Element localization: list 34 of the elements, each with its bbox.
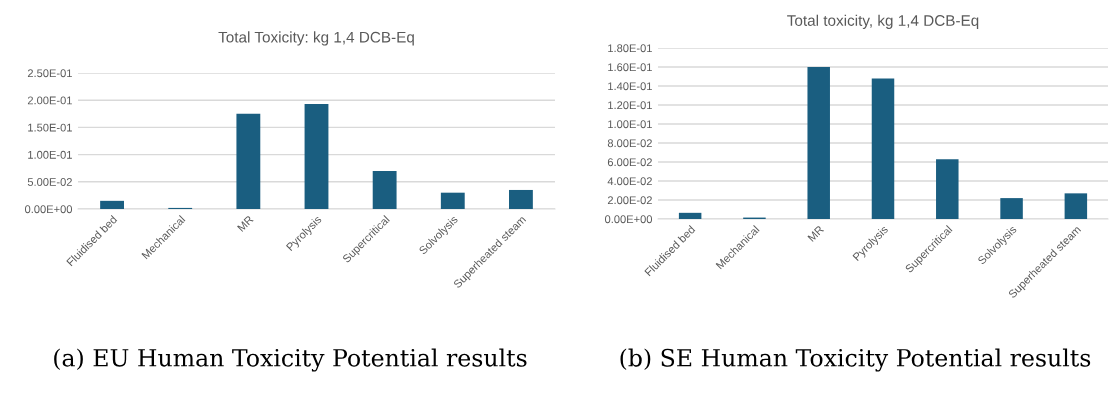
y-tick-label: 1.60E-01 xyxy=(608,63,652,72)
y-tick-label: 2.00E-02 xyxy=(607,196,652,205)
chart-title: Total toxicity, kg 1,4 DCB-Eq xyxy=(787,14,979,29)
y-tick-label: 8.00E-02 xyxy=(607,139,652,148)
text: (b) SE Human Toxicity Potential results xyxy=(620,348,1091,372)
bar xyxy=(440,192,465,209)
bar xyxy=(100,200,124,209)
bar xyxy=(807,67,830,219)
chart-title: Total Toxicity: kg 1,4 DCB-Eq xyxy=(218,31,414,46)
y-tick-label: 2.00E-01 xyxy=(27,96,72,105)
bar xyxy=(304,104,329,209)
bar xyxy=(1064,193,1088,219)
y-tick-label: 2.50E-01 xyxy=(27,69,72,78)
y-tick-label: 6.00E-02 xyxy=(607,158,652,167)
y-tick-label: 1.20E-01 xyxy=(608,101,652,110)
y-tick-label: 1.00E-01 xyxy=(608,120,652,129)
x-tick-label: MR xyxy=(807,225,825,242)
bar xyxy=(678,212,702,219)
y-tick-label: 0.00E+00 xyxy=(605,215,653,224)
bar xyxy=(236,113,261,209)
y-tick-label: 1.50E-01 xyxy=(28,123,72,132)
text: (a) EU Human Toxicity Potential results xyxy=(54,348,527,372)
y-tick-label: 1.80E-01 xyxy=(608,44,652,53)
y-tick-label: 1.40E-01 xyxy=(608,82,652,91)
y-tick-label: 5.00E-02 xyxy=(27,178,72,186)
bar xyxy=(1000,198,1023,219)
bar xyxy=(509,189,533,209)
bar xyxy=(936,159,959,219)
bar xyxy=(372,170,397,209)
x-tick-label: MR xyxy=(237,215,254,232)
y-tick-label: 0.00E+00 xyxy=(25,205,73,214)
bar xyxy=(871,78,895,219)
y-tick-label: 1.00E-01 xyxy=(28,150,72,159)
y-tick-label: 4.00E-02 xyxy=(607,177,652,186)
